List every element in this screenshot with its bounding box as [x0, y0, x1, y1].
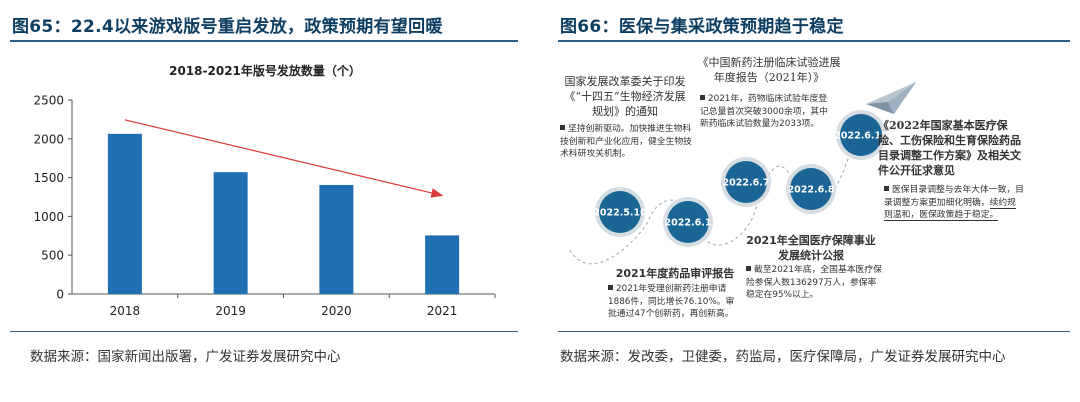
svg-text:2022.6.7: 2022.6.7: [723, 178, 770, 189]
title-divider: [558, 40, 1070, 42]
event-title: 2021年全国医疗保障事业发展统计公报: [746, 234, 876, 262]
figure-title: 图65：22.4以来游戏版号重启发放，政策预期有望回暖: [12, 17, 443, 37]
event-title: 《中国新药注册临床试验进展年度报告（2021年）》: [697, 56, 841, 84]
y-tick-label: 0: [56, 288, 64, 302]
event-bullet: 坚持创新驱动。加快推进生物科技创新和产业化应用，健全生物技术科研攻关机制。: [560, 124, 692, 159]
x-tick-label: 2021: [427, 304, 458, 318]
y-tick-label: 2000: [33, 132, 64, 146]
right-figure-panel: 图66：医保与集采政策预期趋于稳定 2022.5.10 2022.6.1 202…: [548, 0, 1080, 402]
bar: [319, 184, 354, 294]
timeline-node: 2022.6.8: [786, 164, 836, 214]
figure-title: 图66：医保与集采政策预期趋于稳定: [560, 17, 844, 37]
bullet-square-icon: [560, 125, 565, 130]
event-bullet: 截至2021年底，全国基本医疗保险参保人数136297万人，参保率稳定在95%以…: [746, 265, 882, 300]
event-title: 2021年度药品审评报告: [615, 267, 735, 280]
trend-arrow: [124, 119, 444, 198]
data-source: 数据来源：国家新闻出版署，广发证券发展研究中心: [30, 349, 341, 365]
source-divider: [10, 331, 518, 332]
bar: [107, 133, 142, 294]
timeline-node: 2022.6.1: [663, 197, 713, 247]
bar: [425, 235, 460, 294]
event-bullet: 2021年，药物临床试验年度登记总量首次突破3000余项，其中新药临床试验数量为…: [700, 94, 828, 129]
event-title: 《2022年国家基本医疗保险、工伤保险和生育保险药品目录调整工作方案》及相关文件…: [878, 119, 1021, 177]
left-figure-panel: 图65：22.4以来游戏版号重启发放，政策预期有望回暖 2018-2021年版号…: [0, 0, 528, 402]
chart-title: 2018-2021年版号发放数量（个）: [169, 63, 361, 78]
svg-text:2022.6.13: 2022.6.13: [834, 131, 888, 142]
timeline-node: 2022.5.10: [593, 187, 647, 237]
event-bullet: 2021年受理创新药注册申请1886件，同比增长76.10%。审批通过47个创新…: [608, 284, 735, 319]
policy-timeline: 2022.5.10 2022.6.1 2022.6.7 2022.6.8 202…: [569, 82, 916, 265]
event-bullet: 医保目录调整与去年大体一致，目录调整方案更加细化明确，续约规则温和，医保政策趋于…: [884, 185, 1024, 221]
x-tick-label: 2020: [321, 304, 352, 318]
title-divider: [10, 40, 518, 42]
bullet-square-icon: [608, 285, 613, 290]
bullet-square-icon: [746, 266, 751, 271]
x-tick-label: 2018: [110, 304, 141, 318]
timeline-node: 2022.6.7: [721, 157, 771, 207]
x-tick-label: 2019: [215, 304, 246, 318]
bullet-square-icon: [884, 186, 889, 191]
svg-text:2022.5.10: 2022.5.10: [593, 208, 647, 219]
paper-plane-icon: [866, 82, 916, 114]
timeline-node: 2022.6.13: [834, 110, 888, 160]
event-title: 国家发展改革委关于印发《“十四五”生物经济发展规划》的通知: [564, 75, 686, 118]
source-divider: [558, 331, 1070, 332]
y-tick-label: 2500: [33, 94, 64, 108]
svg-text:2022.6.8: 2022.6.8: [788, 185, 835, 196]
bar-chart: 2018-2021年版号发放数量（个） 0 500 1000 1500 2000 2500…: [33, 63, 496, 318]
data-source: 数据来源：发改委，卫健委，药监局，医疗保障局，广发证券发展研究中心: [560, 349, 1006, 365]
y-tick-label: 1500: [33, 171, 64, 185]
bullet-square-icon: [700, 95, 705, 100]
y-tick-label: 1000: [33, 210, 64, 224]
y-tick-label: 500: [41, 249, 64, 263]
svg-text:2022.6.1: 2022.6.1: [665, 218, 712, 229]
bar: [213, 172, 248, 294]
